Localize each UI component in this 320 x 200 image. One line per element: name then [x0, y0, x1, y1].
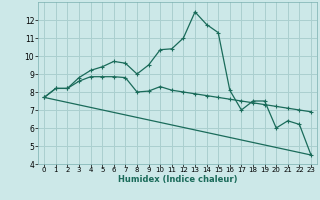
X-axis label: Humidex (Indice chaleur): Humidex (Indice chaleur): [118, 175, 237, 184]
